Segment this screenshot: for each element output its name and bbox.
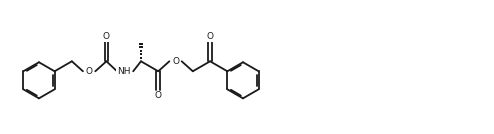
Text: NH: NH — [117, 67, 130, 76]
Text: O: O — [103, 32, 110, 41]
Text: O: O — [155, 91, 162, 100]
Text: O: O — [85, 67, 93, 76]
Text: O: O — [172, 57, 179, 66]
Text: O: O — [206, 32, 213, 41]
